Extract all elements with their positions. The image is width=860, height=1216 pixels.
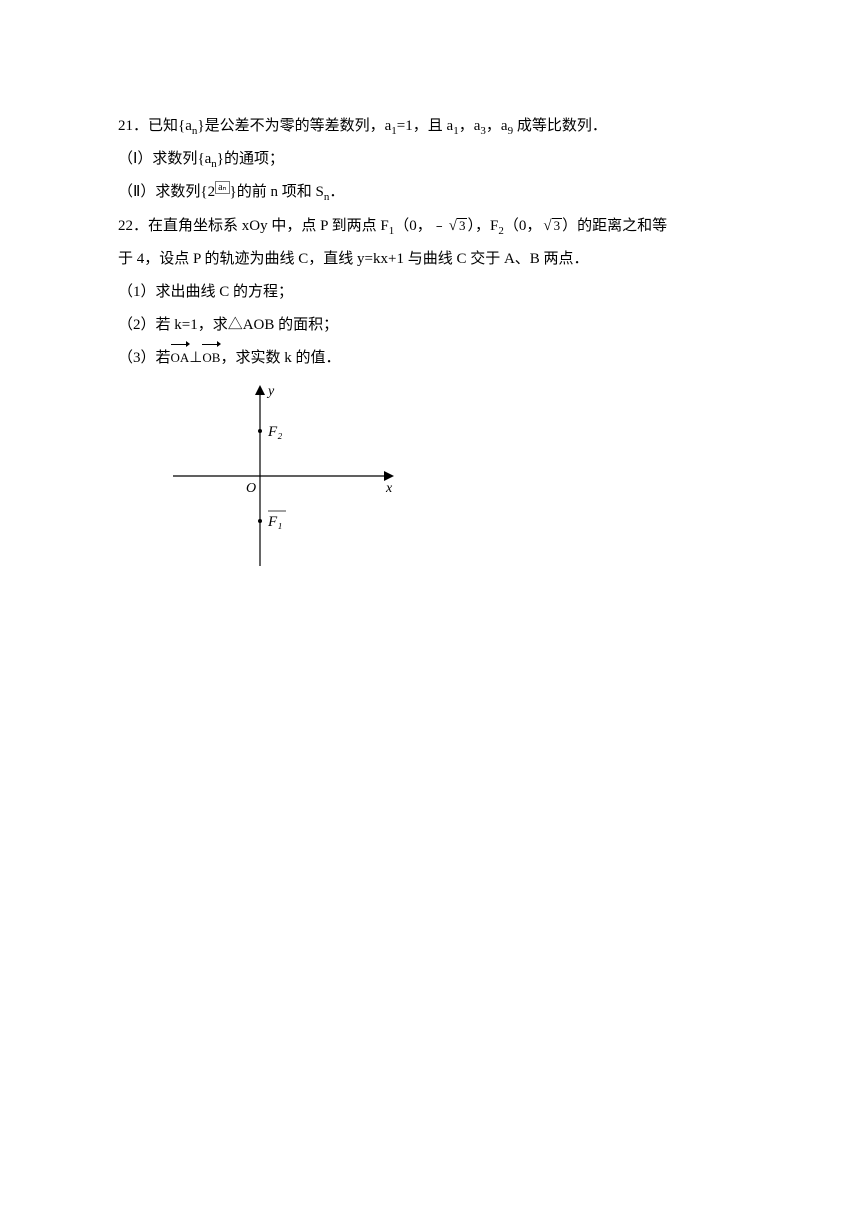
text: ，: [459, 118, 474, 134]
svg-text:F₂: F₂: [267, 424, 282, 440]
vector-oa: OA: [171, 342, 190, 373]
q22-part1: （1）求出曲线 C 的方程；: [118, 276, 750, 309]
brace-close: }: [230, 184, 237, 200]
text: 且: [428, 118, 447, 134]
text: 已知: [148, 118, 178, 134]
sqrt-value: 3: [457, 218, 468, 232]
q22-line1: 22．在直角坐标系 xOy 中，点 P 到两点 F1（0，﹣3），F2（0，3）…: [118, 210, 750, 243]
text: ，求实数 k 的值．: [220, 350, 340, 366]
svg-text:O: O: [246, 481, 256, 496]
text: =1，: [397, 118, 428, 134]
brace-close: }: [217, 151, 224, 167]
q21-part1: （Ⅰ）求数列{an}的通项；: [118, 143, 750, 176]
q22-number: 22．: [118, 218, 148, 234]
exponent-box: aₙ: [215, 181, 229, 194]
brace-open: {a: [197, 151, 211, 167]
text: （2）若 k=1，求△AOB 的面积；: [118, 317, 338, 333]
q21-stem: 21．已知{an}是公差不为零的等差数列，a1=1，且 a1，a3，a9 成等比…: [118, 110, 750, 143]
text: a: [501, 118, 508, 134]
brace-close: }: [197, 118, 204, 134]
text: 是公差不为零的等差数列，: [205, 118, 385, 134]
text: （1）求出曲线 C 的方程；: [118, 284, 293, 300]
text: （0，﹣: [394, 218, 447, 234]
q21-number: 21．: [118, 118, 148, 134]
text: （Ⅰ）求数列: [118, 151, 197, 167]
perp-symbol: ⊥: [189, 350, 202, 366]
coordinate-figure: Oy x F₂ F₁: [168, 381, 750, 584]
text: ．: [329, 184, 344, 200]
text: 的前 n 项和 S: [237, 184, 324, 200]
vector-ob: OB: [202, 342, 220, 373]
text: （0，: [504, 218, 542, 234]
svg-text:x: x: [385, 481, 393, 496]
text: 的通项；: [224, 151, 284, 167]
brace-open: {2: [200, 184, 215, 200]
text: ，: [486, 118, 501, 134]
sqrt-icon: 3: [447, 210, 468, 243]
text: ），F: [467, 218, 498, 234]
text: 在直角坐标系 xOy 中，点 P 到两点 F: [148, 218, 389, 234]
text: （3）若: [118, 350, 171, 366]
q22-part2: （2）若 k=1，求△AOB 的面积；: [118, 309, 750, 342]
text: （Ⅱ）求数列: [118, 184, 200, 200]
coordinate-axes-svg: Oy x F₂ F₁: [168, 381, 398, 571]
q21-part2: （Ⅱ）求数列{2aₙ}的前 n 项和 Sn．: [118, 176, 750, 209]
text: ）的距离之和等: [562, 218, 667, 234]
text: 于 4，设点 P 的轨迹为曲线 C，直线 y=kx+1 与曲线 C 交于 A、B…: [118, 251, 589, 267]
text: 成等比数列．: [513, 118, 607, 134]
sqrt-value: 3: [552, 218, 563, 232]
svg-text:F₁: F₁: [267, 514, 282, 530]
q22-line2: 于 4，设点 P 的轨迹为曲线 C，直线 y=kx+1 与曲线 C 交于 A、B…: [118, 243, 750, 276]
svg-text:y: y: [266, 384, 275, 399]
brace-open: {a: [178, 118, 192, 134]
sqrt-icon: 3: [541, 210, 562, 243]
q22-part3: （3）若OA⊥OB，求实数 k 的值．: [118, 342, 750, 375]
